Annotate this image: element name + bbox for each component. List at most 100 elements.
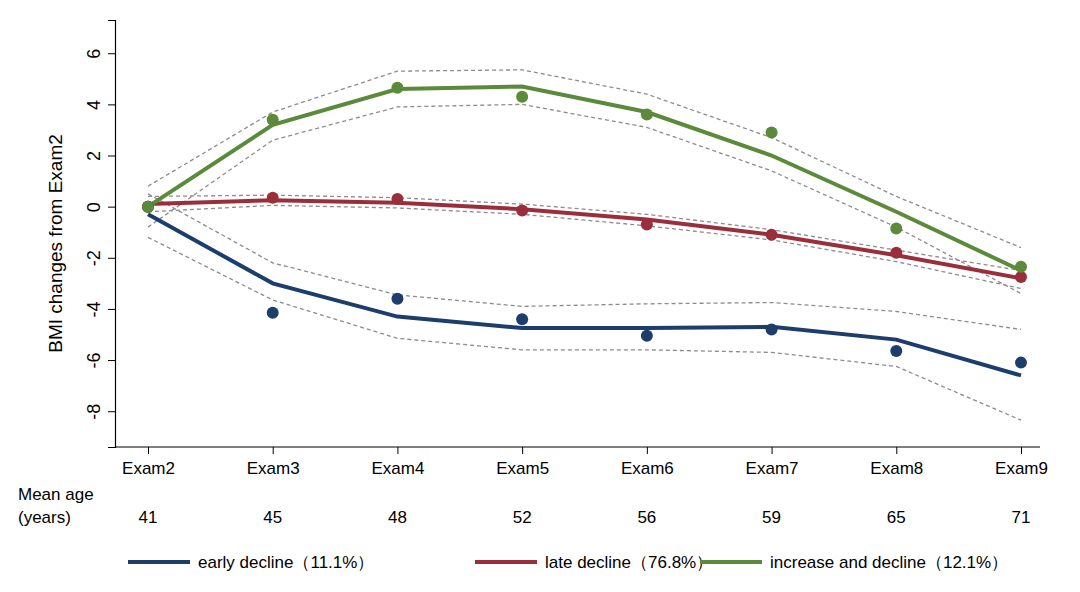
confidence-bound [148, 194, 1021, 330]
y-tick-label: 2 [84, 151, 104, 161]
y-tick-mark [108, 258, 115, 259]
x-tick: Exam2 [122, 447, 175, 478]
observed-point [516, 313, 528, 325]
y-tick-label: -8 [84, 404, 104, 420]
y-tick: -8 [84, 404, 115, 420]
x-tick-label: Exam6 [621, 459, 674, 478]
legend-swatch [700, 560, 762, 564]
observed-point [641, 219, 653, 231]
observed-point [516, 204, 528, 216]
mean-age: 71 [1012, 508, 1031, 527]
fitted-line [148, 200, 1021, 278]
y-tick-mark [108, 207, 115, 208]
x-tick-label: Exam9 [995, 459, 1048, 478]
observed-point [142, 201, 154, 213]
y-tick: -6 [84, 353, 115, 369]
x-axis-line [115, 446, 1040, 447]
legend-swatch [128, 560, 190, 564]
observed-point [391, 193, 403, 205]
y-tick: 0 [84, 202, 115, 212]
y-tick-label: 4 [84, 100, 104, 110]
observed-point [1015, 261, 1027, 273]
legend-label: early decline（11.1%） [198, 553, 374, 572]
mean-age: 56 [637, 508, 656, 527]
fitted-line [148, 86, 1021, 270]
y-tick-label: 6 [84, 49, 104, 59]
y-tick-mark [108, 411, 115, 412]
y-axis-title: BMI changes from Exam2 [45, 134, 66, 353]
x-tick-label: Exam2 [122, 459, 175, 478]
x-tick-label: Exam5 [496, 459, 549, 478]
x-tick: Exam3 [247, 447, 300, 478]
row-label: Mean age [18, 485, 94, 504]
x-tick-mark [273, 447, 274, 454]
plot-area [142, 70, 1027, 420]
y-tick: -4 [84, 301, 115, 317]
y-axis: -8 -6 -4 -2 0 2 4 6 [84, 21, 116, 448]
y-tick: 2 [84, 151, 115, 161]
y-tick-label: -4 [84, 301, 104, 317]
mean-age: 59 [762, 508, 781, 527]
x-tick-mark [522, 447, 523, 454]
row-label: (years) [18, 508, 71, 527]
mean-age: 52 [513, 508, 532, 527]
y-axis-line [108, 21, 116, 448]
y-tick-label: -2 [84, 250, 104, 266]
observed-point [890, 222, 902, 234]
y-tick-label: 0 [84, 202, 104, 212]
x-tick-label: Exam4 [371, 459, 424, 478]
x-tick: Exam5 [496, 447, 549, 478]
y-tick: 4 [84, 100, 115, 110]
x-tick: Exam7 [746, 447, 799, 478]
legend: early decline（11.1%） late decline（76.8%）i… [128, 553, 1008, 572]
y-tick-mark [108, 104, 115, 105]
y-tick: -2 [84, 250, 115, 266]
y-tick-mark [108, 53, 115, 54]
observed-point [142, 201, 154, 213]
observed-point [766, 229, 778, 241]
observed-point [391, 82, 403, 94]
mean-age: 41 [139, 508, 158, 527]
observed-point [391, 293, 403, 305]
x-tick-label: Exam3 [247, 459, 300, 478]
confidence-bound [148, 195, 1021, 270]
legend-item: late decline（76.8%） [475, 553, 713, 572]
fitted-line [148, 214, 1021, 375]
legend-swatch [475, 560, 537, 564]
observed-point [766, 323, 778, 335]
confidence-bound [148, 205, 1021, 288]
mean-age: 65 [887, 508, 906, 527]
x-tick-mark [397, 447, 398, 454]
observed-point [267, 307, 279, 319]
legend-label: late decline（76.8%） [545, 553, 713, 572]
x-tick-mark [1021, 447, 1022, 454]
age-row: Mean age(years)4145485256596571 [18, 485, 1030, 527]
x-tick-mark [148, 447, 149, 454]
legend-item: early decline（11.1%） [128, 553, 374, 572]
x-tick-label: Exam8 [870, 459, 923, 478]
x-tick-mark [896, 447, 897, 454]
x-tick-mark [647, 447, 648, 454]
observed-point [890, 345, 902, 357]
x-tick: Exam4 [371, 447, 424, 478]
confidence-bound [148, 70, 1021, 248]
legend-item: increase and decline（12.1%） [700, 553, 1008, 572]
observed-point [766, 127, 778, 139]
x-tick-label: Exam7 [746, 459, 799, 478]
observed-point [267, 192, 279, 204]
y-tick-mark [108, 156, 115, 157]
confidence-bound [148, 104, 1021, 293]
observed-point [1015, 271, 1027, 283]
observed-point [267, 114, 279, 126]
observed-point [890, 247, 902, 259]
observed-point [1015, 357, 1027, 369]
y-tick: 6 [84, 49, 115, 59]
x-tick-mark [772, 447, 773, 454]
observed-point [641, 109, 653, 121]
x-tick: Exam9 [995, 447, 1048, 478]
y-tick-label: -6 [84, 353, 104, 369]
x-tick: Exam6 [621, 447, 674, 478]
observed-point [516, 91, 528, 103]
chart: -8 -6 -4 -2 0 2 4 6 BMI changes from Exam2 Exam2 E… [0, 0, 1080, 592]
mean-age: 48 [388, 508, 407, 527]
